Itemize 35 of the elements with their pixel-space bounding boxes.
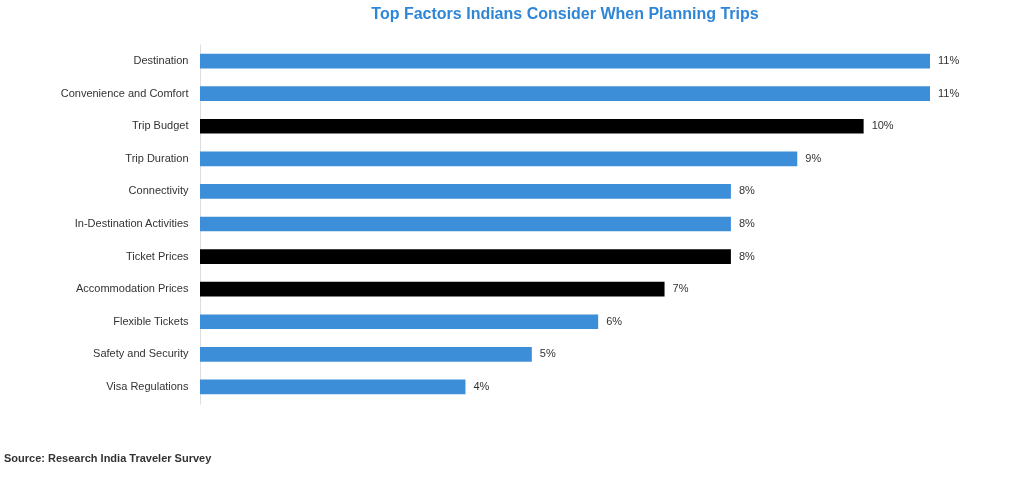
- data-label: 4%: [473, 379, 490, 392]
- bar: [200, 184, 731, 199]
- data-label: 8%: [738, 217, 756, 229]
- data-label: 8%: [738, 184, 756, 197]
- source-note: Source: Research India Traveler Survey: [4, 452, 213, 464]
- bar: [200, 53, 930, 69]
- bar: [200, 216, 731, 232]
- bar: [200, 314, 599, 330]
- data-label: 5%: [539, 347, 556, 360]
- y-tick-label: Trip Duration: [125, 151, 189, 164]
- data-label: 8%: [738, 249, 756, 262]
- y-tick-label: Trip Budget: [132, 119, 189, 132]
- y-tick-label: Flexible Tickets: [113, 314, 189, 327]
- data-label: 11%: [938, 54, 960, 67]
- bar: [200, 151, 798, 167]
- bar: [200, 281, 665, 297]
- y-tick-label: In-Destination Activities: [74, 217, 189, 229]
- y-tick-label: Ticket Prices: [125, 249, 189, 262]
- chart-title: Top Factors Indians Consider When Planning Trips: [371, 5, 759, 22]
- data-label: 10%: [871, 119, 894, 132]
- data-label: 6%: [606, 314, 623, 327]
- y-tick-label: Convenience and Comfort: [60, 86, 189, 99]
- bar: [200, 249, 731, 264]
- y-tick-label: Visa Regulations: [106, 379, 189, 392]
- y-tick-label: Accommodation Prices: [76, 282, 189, 295]
- bar: [200, 86, 930, 102]
- bar: [200, 346, 532, 362]
- y-tick-label: Destination: [133, 54, 189, 67]
- y-tick-label: Connectivity: [128, 184, 189, 197]
- bar: [200, 379, 466, 395]
- data-label: 9%: [805, 151, 822, 164]
- data-label: 7%: [672, 282, 689, 295]
- bar: [200, 118, 864, 134]
- y-tick-label: Safety and Security: [93, 347, 189, 360]
- data-label: 11%: [938, 86, 960, 99]
